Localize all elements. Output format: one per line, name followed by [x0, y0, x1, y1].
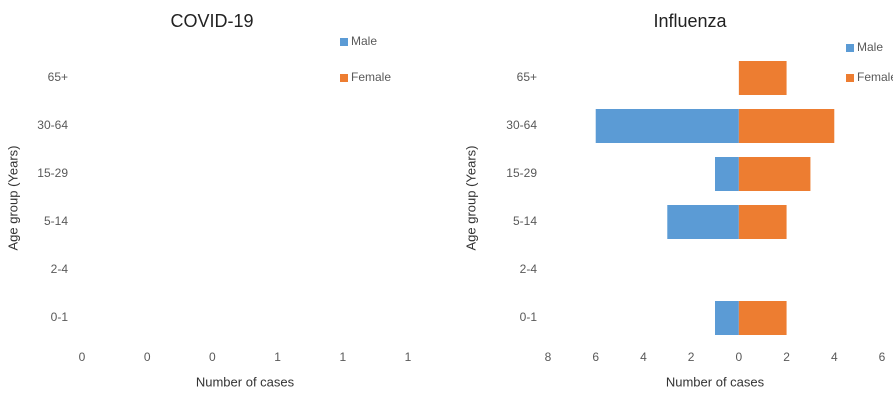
legend-label: Female	[857, 70, 893, 84]
y-axis-label: Age group (Years)	[5, 145, 20, 250]
x-tick-label: 1	[274, 350, 281, 364]
x-tick-label: 2	[783, 350, 790, 364]
x-tick-label: 1	[405, 350, 412, 364]
y-tick-label: 0-1	[51, 310, 69, 324]
bar	[738, 61, 787, 95]
y-tick-label: 5-14	[44, 214, 68, 228]
x-tick-label: 1	[339, 350, 346, 364]
x-tick-label: 6	[879, 350, 886, 364]
x-tick-label: 2	[688, 350, 695, 364]
y-axis-label: Age group (Years)	[463, 145, 478, 250]
legend-label: Male	[351, 34, 377, 48]
chart-title: COVID-19	[170, 11, 253, 31]
bar	[738, 109, 835, 143]
x-tick-label: 4	[640, 350, 647, 364]
x-tick-label: 6	[592, 350, 599, 364]
y-tick-label: 0-1	[520, 310, 538, 324]
y-tick-label: 65+	[48, 70, 68, 84]
y-tick-label: 2-4	[520, 262, 538, 276]
x-tick-label: 0	[79, 350, 86, 364]
x-tick-label: 4	[831, 350, 838, 364]
y-tick-label: 2-4	[51, 262, 69, 276]
y-tick-label: 30-64	[37, 118, 68, 132]
x-tick-label: 0	[209, 350, 216, 364]
y-tick-label: 65+	[517, 70, 537, 84]
chart-title: Influenza	[653, 11, 727, 31]
bar	[715, 157, 739, 191]
bar	[738, 205, 787, 239]
legend-swatch	[846, 74, 854, 82]
legend-swatch	[846, 44, 854, 52]
legend-label: Male	[857, 40, 883, 54]
legend-label: Female	[351, 70, 391, 84]
bar	[667, 205, 739, 239]
bar	[595, 109, 739, 143]
y-tick-label: 15-29	[37, 166, 68, 180]
bar	[738, 157, 811, 191]
bar	[738, 301, 787, 335]
x-tick-label: 8	[545, 350, 552, 364]
x-tick-label: 0	[144, 350, 151, 364]
x-axis-label: Number of cases	[196, 374, 295, 389]
y-tick-label: 30-64	[506, 118, 537, 132]
legend-swatch	[340, 74, 348, 82]
legend-swatch	[340, 38, 348, 46]
x-tick-label: 0	[736, 350, 743, 364]
x-axis-label: Number of cases	[666, 374, 765, 389]
y-tick-label: 15-29	[506, 166, 537, 180]
bar	[715, 301, 739, 335]
y-tick-label: 5-14	[513, 214, 537, 228]
